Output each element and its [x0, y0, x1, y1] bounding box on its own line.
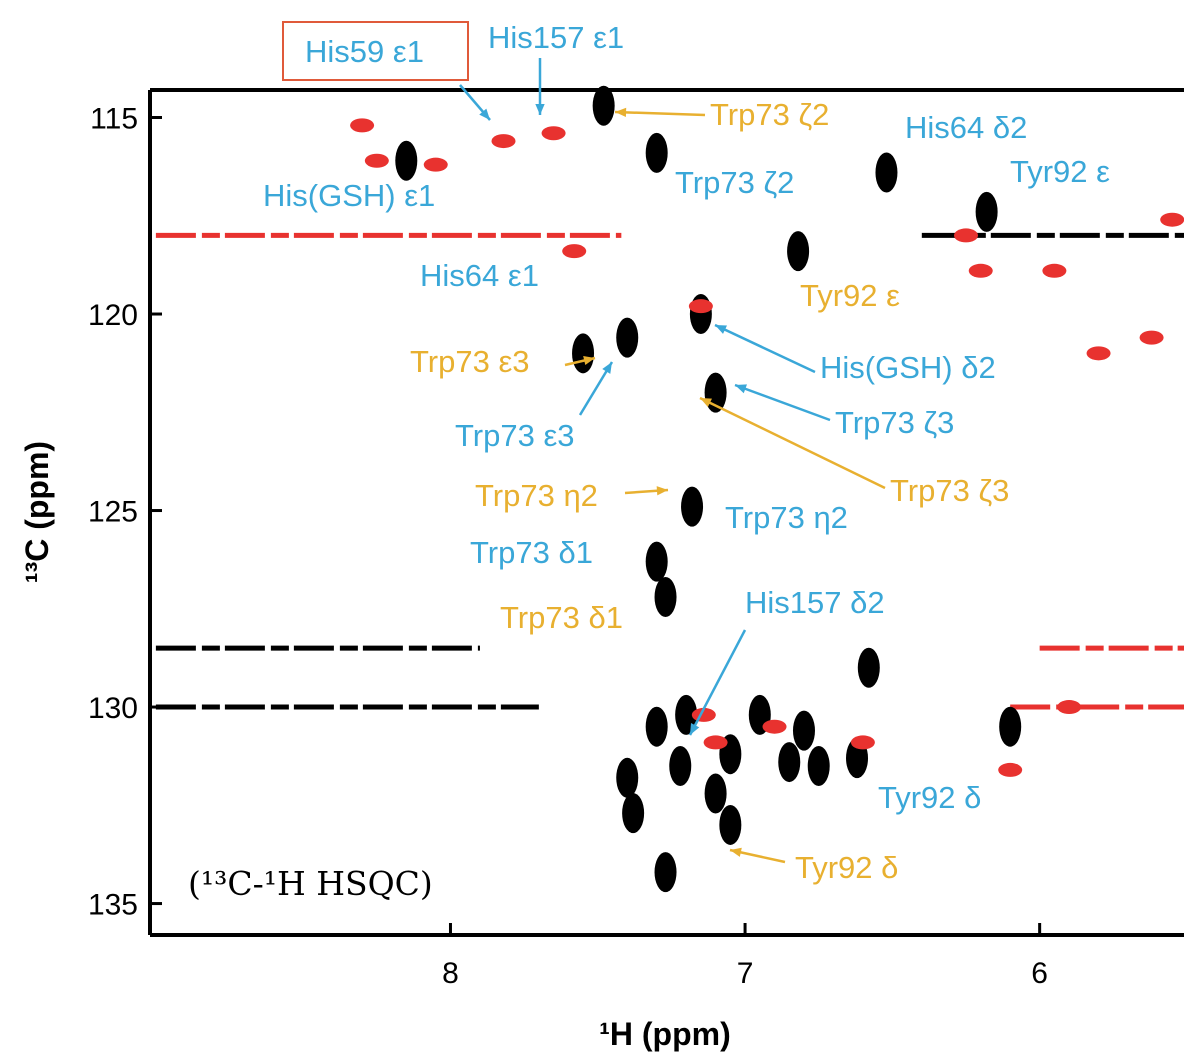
arrow-head [615, 107, 627, 118]
peak [787, 231, 810, 272]
annotation: Trp73 ζ3 [835, 405, 954, 440]
annotation: His(GSH) ε1 [263, 178, 435, 213]
annotation: His64 δ2 [905, 110, 1027, 145]
annotation: His157 ε1 [488, 20, 624, 55]
peak [592, 85, 615, 126]
peak [875, 152, 898, 193]
arrow-head [700, 398, 712, 408]
peak [857, 647, 880, 688]
peak [654, 852, 677, 893]
peak [1160, 212, 1184, 227]
annotation: Trp73 ζ2 [710, 97, 829, 132]
peak [1042, 263, 1067, 278]
annotation-arrow [714, 323, 816, 374]
annotation-arrow [688, 629, 747, 736]
y-tick-label: 115 [90, 103, 138, 136]
peak [395, 140, 418, 181]
peak [669, 746, 692, 786]
peak [719, 804, 742, 845]
annotation: Trp73 ε3 [410, 344, 530, 379]
arrow-head [602, 362, 612, 374]
peak [616, 317, 639, 358]
peak [491, 134, 516, 149]
peak [541, 126, 566, 141]
peak [645, 706, 668, 747]
arrow-head [479, 108, 490, 120]
peak [688, 299, 713, 314]
peak [954, 228, 979, 243]
arrow-head [730, 847, 742, 857]
peak [762, 719, 787, 734]
peak [654, 577, 677, 617]
y-tick-label: 120 [88, 299, 138, 332]
peak [778, 742, 801, 783]
annotation: His59 ε1 [305, 34, 424, 69]
peak [975, 191, 998, 232]
peak [423, 157, 448, 172]
peak [704, 773, 727, 814]
peak [1139, 330, 1164, 345]
arrow-head [656, 486, 668, 496]
annotation: Trp73 η2 [725, 500, 848, 535]
annotation-arrow [734, 383, 831, 422]
peak [998, 762, 1023, 777]
peak [645, 541, 668, 582]
peak [572, 333, 595, 374]
peak [968, 263, 993, 278]
y-tick-label: 130 [88, 692, 138, 725]
peak [807, 746, 830, 786]
annotation: Trp73 ε3 [455, 418, 575, 453]
peak [1086, 346, 1111, 361]
x-axis-label: ¹H (ppm) [599, 1016, 731, 1052]
x-tick-label: 7 [737, 957, 754, 990]
peak [999, 706, 1022, 747]
annotation: Tyr92 δ [878, 780, 981, 815]
peak [645, 132, 668, 173]
annotation: Trp73 δ1 [470, 535, 593, 570]
annotation-arrow [614, 110, 706, 117]
x-tick-label: 8 [442, 957, 459, 990]
y-tick-label: 135 [88, 889, 138, 922]
arrow-head [535, 103, 545, 115]
peak [616, 757, 639, 798]
annotation-arrow [699, 396, 886, 490]
arrow-head [583, 355, 595, 366]
x-tick-label: 6 [1031, 957, 1048, 990]
peak [792, 710, 815, 751]
peak [364, 153, 389, 168]
annotation: His(GSH) δ2 [820, 350, 996, 385]
arrow-head [715, 325, 727, 334]
arrow-head [735, 384, 747, 394]
peak [1057, 700, 1082, 715]
annotation: Tyr92 ε [1010, 154, 1110, 189]
highlight-box [282, 21, 469, 81]
method-label: (¹³C-¹H HSQC) [188, 864, 433, 903]
plot-area [155, 85, 1184, 893]
annotation: Trp73 ζ3 [890, 473, 1009, 508]
y-axis-label: ¹³C (ppm) [19, 441, 55, 583]
annotation: Trp73 δ1 [500, 600, 623, 635]
annotation: His157 δ2 [745, 585, 885, 620]
peak [681, 486, 704, 527]
annotation: His64 ε1 [420, 258, 539, 293]
annotation: Trp73 ζ2 [675, 165, 794, 200]
peak [703, 735, 728, 750]
peak [350, 118, 375, 133]
arrow-head [690, 723, 700, 735]
peak [850, 735, 875, 750]
annotation: Tyr92 δ [795, 850, 898, 885]
annotation: Tyr92 ε [800, 278, 900, 313]
peak [562, 244, 587, 259]
y-tick-label: 125 [88, 496, 138, 529]
peak [622, 793, 645, 834]
annotation: Trp73 η2 [475, 478, 598, 513]
